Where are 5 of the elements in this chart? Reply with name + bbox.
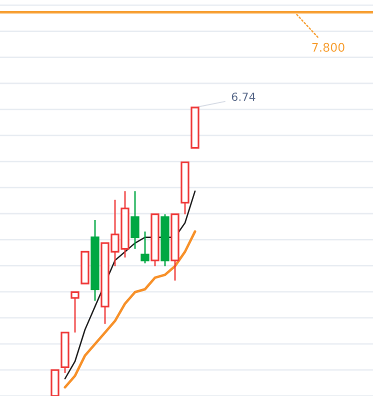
text: 7.800 <box>312 42 344 52</box>
text: 6.74 <box>232 92 256 101</box>
candlestick <box>70 291 80 334</box>
candlestick <box>140 230 150 264</box>
candlestick <box>130 190 140 250</box>
